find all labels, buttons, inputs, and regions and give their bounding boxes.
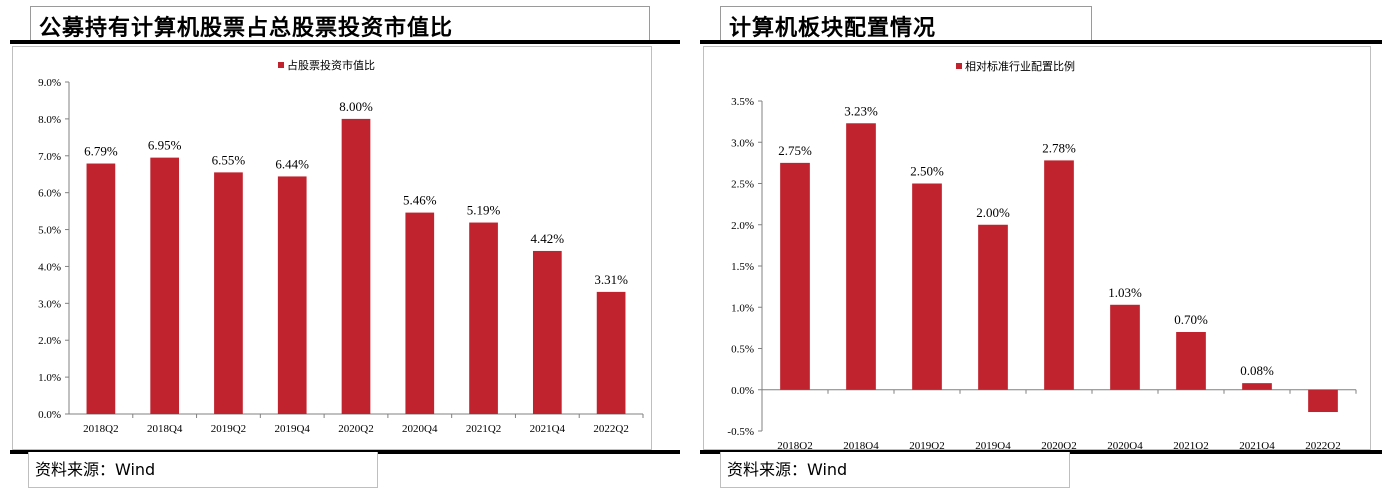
left-bar	[341, 118, 371, 414]
left-x-tick-label: 2018Q4	[147, 423, 183, 435]
right-legend-swatch	[956, 63, 962, 69]
right-bar	[1110, 304, 1140, 390]
left-bar	[469, 222, 498, 414]
left-y-tick-label: 0.0%	[38, 409, 61, 421]
right-y-tick-label: 2.0%	[731, 220, 754, 232]
right-x-tick-label: 2020Q4	[1107, 440, 1143, 449]
left-legend-swatch	[278, 62, 284, 68]
right-chart-title: 计算机板块配置情况	[729, 16, 937, 41]
right-data-label: 1.03%	[1108, 285, 1142, 300]
left-data-label: 6.44%	[275, 156, 309, 171]
right-y-tick-label: 1.0%	[731, 302, 754, 314]
left-title-box: 公募持有计算机股票占总股票投资市值比	[30, 6, 650, 42]
right-legend: 相对标准行业配置比例	[956, 59, 1075, 73]
right-x-tick-label: 2019Q2	[909, 440, 944, 449]
right-legend-label: 相对标准行业配置比例	[965, 59, 1075, 73]
right-x-tick-label: 2019Q4	[975, 440, 1011, 449]
left-source-note: 资料来源：Wind	[35, 460, 156, 479]
left-y-tick-label: 6.0%	[38, 188, 61, 200]
left-bar	[277, 176, 307, 414]
left-chart-title: 公募持有计算机股票占总股票投资市值比	[39, 16, 454, 41]
right-y-tick-label: 2.5%	[731, 179, 754, 191]
left-data-label: 3.31%	[594, 272, 628, 287]
left-x-tick-label: 2018Q2	[83, 423, 118, 435]
right-x-tick-label: 2018Q2	[777, 440, 812, 449]
left-x-tick-label: 2021Q4	[530, 423, 566, 435]
right-bar	[912, 183, 942, 390]
left-title-rule	[10, 40, 680, 44]
right-data-label: 0.70%	[1174, 312, 1208, 327]
right-bar	[1242, 383, 1272, 390]
left-bar	[405, 212, 435, 414]
right-x-tick-label: 2022Q2	[1305, 440, 1340, 449]
right-bar	[1176, 332, 1206, 390]
right-data-label: 3.23%	[844, 103, 878, 118]
left-data-label: 8.00%	[339, 99, 373, 114]
left-data-label: 6.55%	[212, 152, 246, 167]
right-source-box: 资料来源：Wind	[720, 452, 1070, 488]
left-y-tick-label: 4.0%	[38, 261, 61, 273]
right-chart-frame: 相对标准行业配置比例 -0.5% 0.0% 0.5% 1.0% 1.5% 2.0% 2.5% 3…	[703, 46, 1371, 468]
right-data-label: 2.75%	[778, 143, 812, 158]
left-y-tick-label: 3.0%	[38, 298, 61, 310]
right-x-tick-label: 2018Q4	[843, 440, 879, 449]
right-data-label: 2.50%	[910, 164, 944, 179]
right-x-tick-label: 2021Q2	[1173, 440, 1208, 449]
right-y-tick-label: 1.5%	[731, 261, 754, 273]
left-chart: 占股票投资市值比 0.0% 1.0% 2.0% 3.0% 4.0% 5.0% 6.0% 7.0%…	[38, 58, 644, 435]
right-panel: 计算机板块配置情况 相对标准行业配置比例 -0.5% 0.0% 0.5% 1.0% 1.5…	[700, 0, 1389, 490]
right-bar	[1308, 389, 1338, 413]
left-chart-frame: 占股票投资市值比 0.0% 1.0% 2.0% 3.0% 4.0% 5.0% 6.0% 7.0%…	[12, 46, 652, 450]
left-data-label: 6.79%	[84, 144, 118, 159]
right-y-tick-label: 0.5%	[731, 344, 754, 356]
left-data-label: 5.46%	[403, 193, 437, 208]
left-x-tick-label: 2020Q4	[402, 423, 438, 435]
left-y-tick-label: 5.0%	[38, 225, 61, 237]
right-y-tick-label: 0.0%	[731, 385, 754, 397]
left-legend: 占股票投资市值比	[278, 58, 375, 72]
left-bar	[86, 163, 116, 414]
right-bar	[846, 123, 876, 390]
left-data-label: 4.42%	[531, 231, 565, 246]
right-y-tick-label: -0.5%	[727, 426, 754, 438]
left-y-tick-label: 9.0%	[38, 77, 61, 89]
right-y-tick-label: 3.5%	[731, 96, 754, 108]
left-y-tick-label: 2.0%	[38, 335, 61, 347]
left-x-tick-label: 2020Q2	[338, 423, 373, 435]
left-y-tick-label: 1.0%	[38, 372, 61, 384]
left-source-box: 资料来源：Wind	[28, 452, 378, 488]
left-panel: 公募持有计算机股票占总股票投资市值比 占股票投资市值比 0.0% 1.0% 2.0% 3…	[0, 0, 690, 490]
left-x-tick-label: 2019Q2	[211, 423, 246, 435]
right-bar	[978, 224, 1008, 390]
left-data-label: 5.19%	[467, 203, 501, 218]
right-chart: 相对标准行业配置比例 -0.5% 0.0% 0.5% 1.0% 1.5% 2.0% 2.5% 3…	[727, 59, 1357, 468]
right-title-rule	[700, 40, 1382, 44]
left-bar	[596, 291, 626, 414]
right-data-label: 0.08%	[1240, 363, 1274, 378]
right-x-tick-label: 2020Q2	[1041, 440, 1076, 449]
left-y-tick-label: 8.0%	[38, 114, 61, 126]
right-data-label: 2.00%	[976, 205, 1010, 220]
right-title-box: 计算机板块配置情况	[720, 6, 1092, 42]
left-bar	[532, 250, 562, 414]
left-y-tick-label: 7.0%	[38, 151, 61, 163]
left-x-tick-label: 2019Q4	[274, 423, 310, 435]
left-bar	[150, 157, 180, 414]
right-data-label: 2.78%	[1042, 140, 1076, 155]
left-data-label: 6.95%	[148, 138, 182, 153]
right-source-note: 资料来源：Wind	[727, 460, 848, 479]
left-x-tick-label: 2021Q2	[466, 423, 501, 435]
right-x-tick-label: 2021Q4	[1239, 440, 1275, 449]
left-x-tick-label: 2022Q2	[593, 423, 628, 435]
left-bar	[214, 172, 243, 414]
left-legend-label: 占股票投资市值比	[287, 58, 375, 72]
right-bar	[780, 162, 810, 390]
right-bar	[1044, 160, 1074, 390]
right-y-tick-label: 3.0%	[731, 137, 754, 149]
